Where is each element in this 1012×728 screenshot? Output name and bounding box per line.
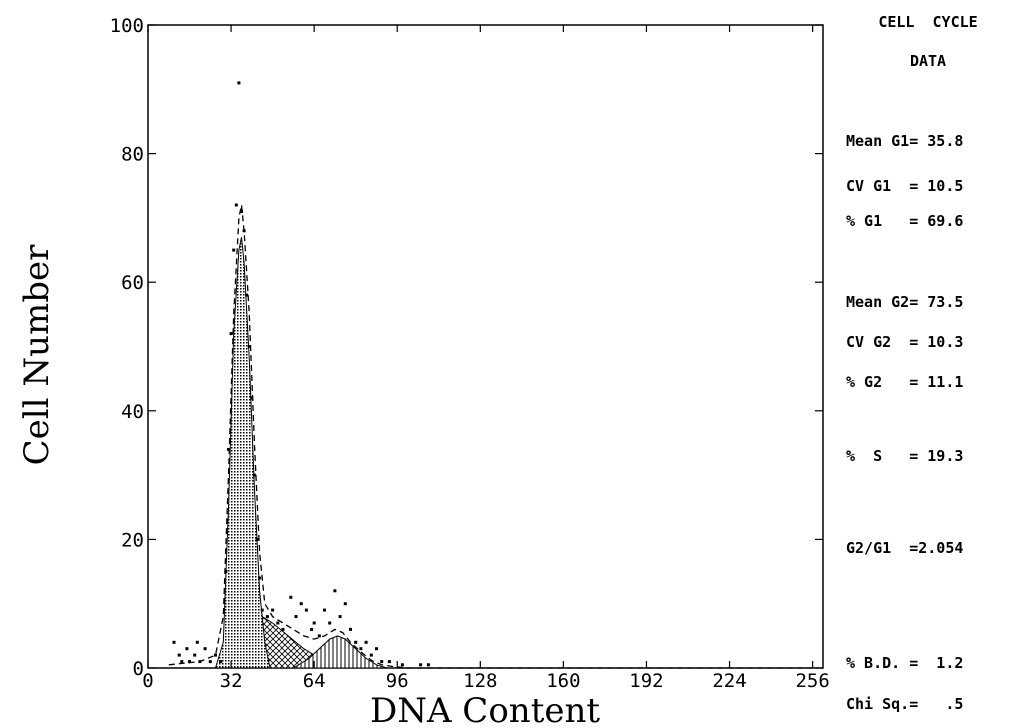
stat-pct-s: % S = 19.3 (846, 447, 963, 465)
x-tick-label: 224 (712, 670, 746, 692)
g2-peak-area (291, 635, 387, 669)
y-tick-label: 60 (121, 272, 144, 294)
x-tick-label: 160 (546, 670, 580, 692)
data-point (258, 576, 262, 580)
data-point (214, 653, 217, 657)
data-point (232, 248, 236, 252)
data-point (245, 293, 249, 297)
y-tick-label: 80 (121, 144, 144, 166)
x-tick-label: 96 (386, 670, 409, 692)
data-point (310, 627, 314, 631)
x-tick-label: 192 (629, 670, 663, 692)
data-point (185, 647, 189, 651)
data-point (333, 589, 337, 593)
x-tick-label: 64 (303, 670, 326, 692)
stats-title-line2: DATA (910, 52, 946, 70)
stats-title-line1: CELL CYCLE (878, 13, 977, 31)
data-point (338, 615, 342, 619)
stat-mean-g1: Mean G1= 35.8 (846, 132, 963, 150)
plot-frame (147, 24, 824, 669)
data-point (364, 640, 368, 644)
data-point (255, 537, 259, 541)
data-point (323, 608, 326, 612)
data-point (260, 608, 264, 612)
data-point (304, 608, 308, 612)
data-point (380, 660, 384, 664)
stat-cv-g1: CV G1 = 10.5 (846, 177, 963, 195)
stat-mean-g2: Mean G2= 73.5 (846, 293, 963, 311)
data-point (208, 660, 212, 664)
x-tick-label: 128 (463, 670, 497, 692)
data-point (289, 595, 293, 599)
data-point (224, 570, 228, 573)
data-point (234, 203, 238, 207)
data-point (229, 332, 233, 336)
data-point (252, 473, 256, 477)
data-point (177, 653, 181, 657)
x-tick-label: 256 (795, 670, 829, 692)
data-point (400, 663, 404, 667)
x-tick-label: 0 (142, 670, 153, 692)
fit-curve (168, 204, 813, 669)
data-point (193, 653, 197, 657)
data-point (299, 602, 303, 606)
data-point (387, 660, 391, 664)
data-point (203, 647, 207, 651)
data-point (328, 621, 332, 625)
data-point (419, 663, 423, 667)
y-tick-label: 20 (121, 529, 144, 551)
data-point (343, 602, 347, 606)
data-point (227, 447, 230, 451)
g1-peak-area (214, 237, 271, 669)
x-tick-label: 32 (220, 670, 243, 692)
data-point (195, 640, 199, 644)
data-point (250, 396, 254, 400)
data-point (188, 660, 191, 664)
stat-cv-g2: CV G2 = 10.3 (846, 333, 963, 351)
data-point (369, 653, 373, 657)
y-tick-label: 100 (110, 15, 144, 37)
data-point (349, 627, 352, 631)
data-point (237, 81, 241, 85)
data-point (294, 615, 298, 619)
data-point (180, 660, 184, 664)
data-point (359, 647, 363, 651)
stat-pct-bd: % B.D. = 1.2 (846, 654, 963, 672)
y-tick-label: 40 (121, 401, 144, 423)
data-point (172, 640, 176, 644)
data-point (219, 660, 223, 664)
stat-g2-g1-ratio: G2/G1 =2.054 (846, 539, 963, 557)
data-point (375, 647, 378, 651)
data-point (426, 663, 430, 667)
stat-pct-g1: % G1 = 69.6 (846, 212, 963, 230)
data-point (354, 640, 358, 644)
data-point (281, 627, 285, 631)
data-point (198, 660, 202, 664)
stat-chi-sq: Chi Sq.= .5 (846, 695, 963, 713)
data-point (271, 608, 275, 612)
data-point (265, 615, 269, 619)
y-axis-title: Cell Number (17, 244, 57, 465)
data-point (242, 229, 246, 233)
cell-cycle-stats-panel: CELL CYCLE DATA Mean G1= 35.8 CV G1 = 10… (846, 13, 978, 713)
y-tick-label: 0 (133, 658, 144, 680)
stat-pct-g2: % G2 = 11.1 (846, 373, 963, 391)
data-point (276, 621, 280, 625)
data-point (317, 634, 321, 638)
x-axis-title: DNA Content (370, 691, 600, 728)
data-point (240, 210, 243, 213)
data-point (247, 345, 251, 348)
data-point (312, 621, 316, 625)
